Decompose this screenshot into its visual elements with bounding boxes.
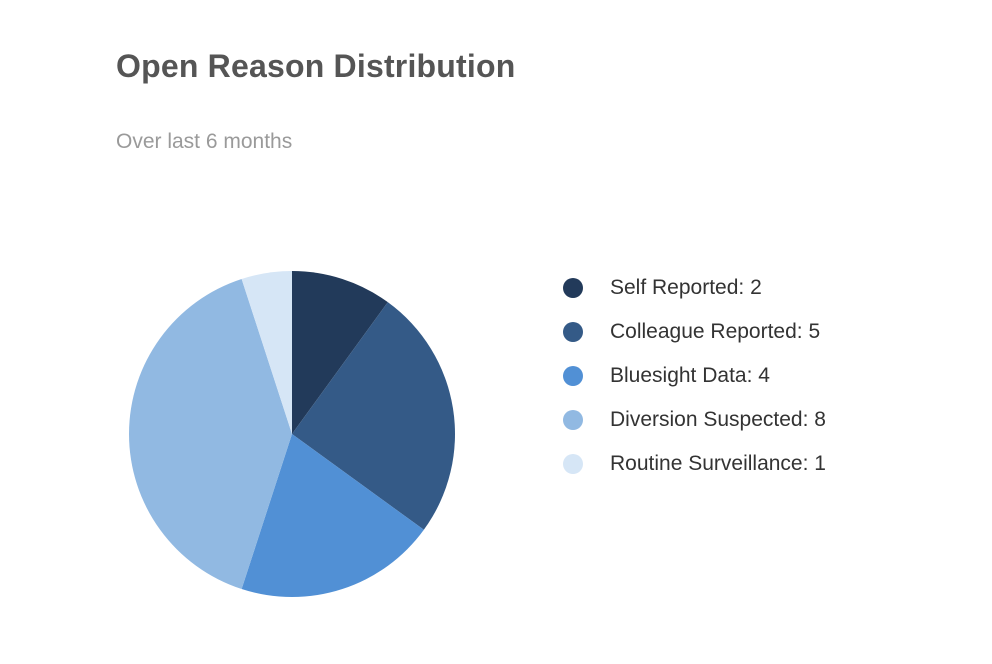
chart-subtitle: Over last 6 months [116,130,293,153]
legend-item[interactable]: Bluesight Data: 4 [563,354,826,398]
legend-swatch [563,278,583,298]
legend-swatch [563,322,583,342]
legend-swatch [563,366,583,386]
legend-label: Diversion Suspected: 8 [610,408,826,431]
pie-slice-diversion-suspected[interactable] [129,278,292,590]
legend-swatch [563,410,583,430]
legend-item[interactable]: Routine Surveillance: 1 [563,442,826,486]
chart-legend: Self Reported: 2 Colleague Reported: 5 B… [563,266,826,486]
legend-item[interactable]: Self Reported: 2 [563,266,826,310]
legend-label: Self Reported: 2 [610,276,762,299]
pie-chart [129,271,455,597]
pie-slice-bluesight-data[interactable] [241,434,424,597]
chart-title: Open Reason Distribution [116,48,516,84]
legend-item[interactable]: Diversion Suspected: 8 [563,398,826,442]
pie-slice-self-reported[interactable] [292,271,388,434]
legend-label: Colleague Reported: 5 [610,320,821,343]
pie-slice-colleague-reported[interactable] [292,302,455,530]
legend-swatch [563,454,583,474]
pie-slices [129,271,455,597]
legend-label: Routine Surveillance: 1 [610,452,826,475]
pie-slice-routine-surveillance[interactable] [241,271,292,434]
legend-item[interactable]: Colleague Reported: 5 [563,310,826,354]
legend-label: Bluesight Data: 4 [610,364,770,387]
